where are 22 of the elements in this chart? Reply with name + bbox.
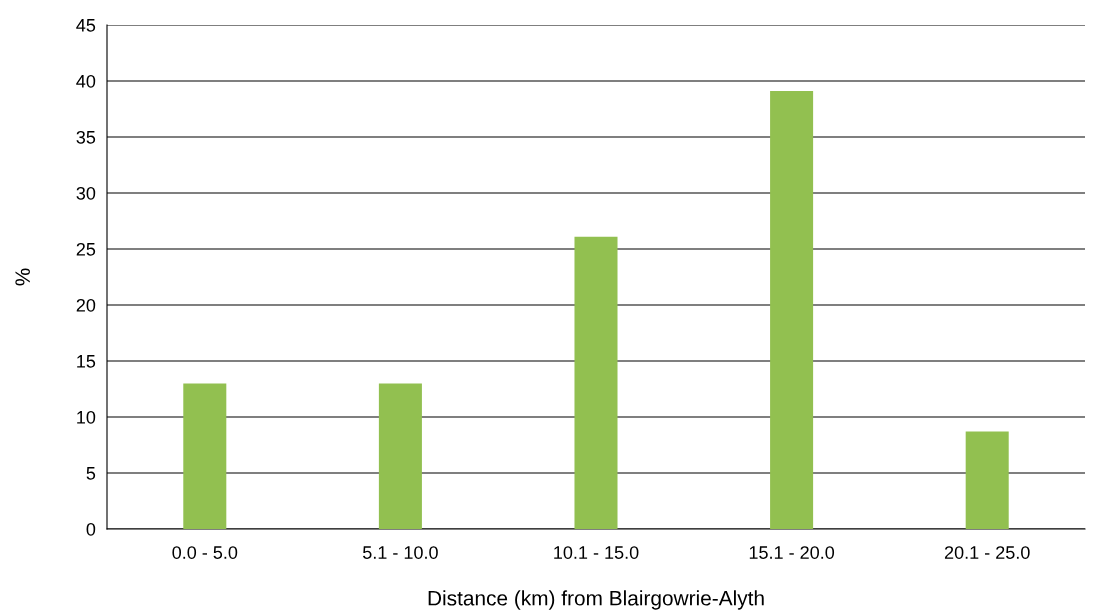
x-tick-label: 5.1 - 10.0 — [362, 546, 438, 559]
x-tick-label: 20.1 - 25.0 — [944, 546, 1030, 559]
y-axis-title: % — [15, 268, 30, 286]
bar — [183, 383, 227, 529]
y-tick-label: 45 — [76, 19, 96, 32]
y-tick-label: 5 — [86, 467, 96, 480]
bar — [378, 383, 422, 529]
x-tick-label: 0.0 - 5.0 — [172, 546, 238, 559]
y-tick-label: 20 — [76, 298, 96, 312]
y-tick-label: 35 — [76, 130, 96, 144]
y-tick-label: 25 — [76, 242, 96, 256]
x-axis-title: Distance (km) from Blairgowrie-Alyth — [428, 590, 764, 610]
y-tick-label: 15 — [77, 355, 96, 368]
y-tick-label: 40 — [76, 74, 96, 88]
bar — [965, 431, 1009, 529]
x-tick-label: 10.1 - 15.0 — [554, 546, 639, 559]
x-tick-label: 15.1 - 20.0 — [749, 546, 835, 559]
y-tick-label: 0 — [86, 522, 96, 536]
y-tick-label: 10 — [77, 410, 96, 424]
bar — [770, 91, 814, 529]
bar — [574, 236, 618, 529]
y-tick-label: 30 — [76, 186, 96, 200]
